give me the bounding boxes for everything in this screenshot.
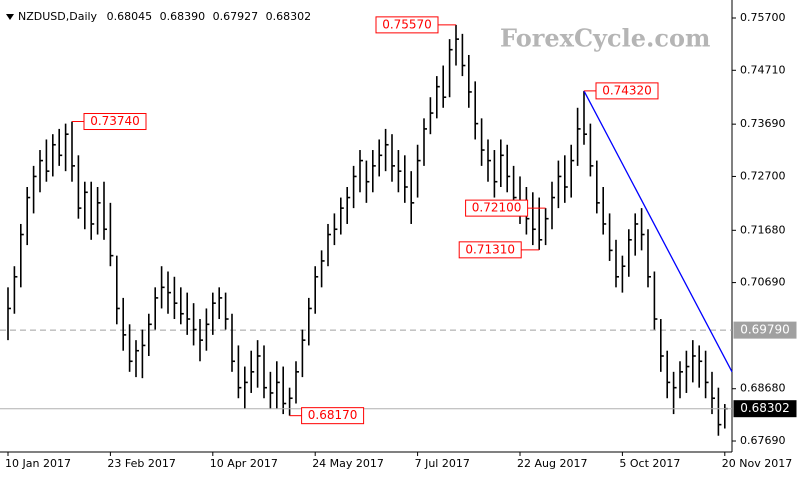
header-icon xyxy=(6,14,14,20)
annotation-label-box xyxy=(465,199,529,217)
y-tick-label: 0.71680 xyxy=(740,223,786,236)
annotation-label: 0.75570 xyxy=(382,17,432,31)
trendline xyxy=(583,90,733,373)
header-value: 0.68390 xyxy=(160,10,206,23)
y-tick-label: 0.75700 xyxy=(740,11,786,24)
annotation-label-box xyxy=(375,16,439,34)
x-tick-label: 20 Nov 2017 xyxy=(722,457,792,470)
x-tick-label: 23 Feb 2017 xyxy=(107,457,175,470)
x-tick-label: 10 Apr 2017 xyxy=(210,457,278,470)
price-label: 0.68302 xyxy=(740,401,790,415)
level-label: 0.69790 xyxy=(740,323,790,337)
x-tick-label: 10 Jan 2017 xyxy=(5,457,71,470)
symbol: NZDUSD,Daily xyxy=(18,10,98,23)
y-tick-label: 0.72700 xyxy=(740,169,786,182)
y-tick-label: 0.74710 xyxy=(740,63,786,76)
annotation-label: 0.68170 xyxy=(308,408,358,422)
annotation-label: 0.73740 xyxy=(90,114,140,128)
level-label-box xyxy=(733,321,797,339)
y-tick-label: 0.70690 xyxy=(740,276,786,289)
x-tick-label: 7 Jul 2017 xyxy=(415,457,470,470)
x-tick-label: 24 May 2017 xyxy=(312,457,384,470)
annotation-label-box xyxy=(83,113,147,131)
annotation-label-box xyxy=(458,241,522,259)
y-tick-label: 0.67690 xyxy=(740,434,786,447)
header: NZDUSD,Daily 0.68045 0.68390 0.67927 0.6… xyxy=(18,10,311,23)
annotation-label: 0.71310 xyxy=(465,242,515,256)
header-value: 0.68045 xyxy=(107,10,153,23)
header-value: 0.67927 xyxy=(213,10,259,23)
annotation-label-box xyxy=(301,407,365,425)
annotation-label-box xyxy=(595,82,659,100)
price-label-box xyxy=(733,400,797,418)
y-tick-label: 0.73690 xyxy=(740,117,786,130)
x-tick-label: 5 Oct 2017 xyxy=(619,457,680,470)
x-tick-label: 22 Aug 2017 xyxy=(517,457,587,470)
watermark: ForexCycle.com xyxy=(500,24,710,53)
annotation-label: 0.72100 xyxy=(472,201,522,215)
y-tick-label: 0.68680 xyxy=(740,382,786,395)
annotation-label: 0.74320 xyxy=(602,83,652,97)
header-value: 0.68302 xyxy=(266,10,312,23)
